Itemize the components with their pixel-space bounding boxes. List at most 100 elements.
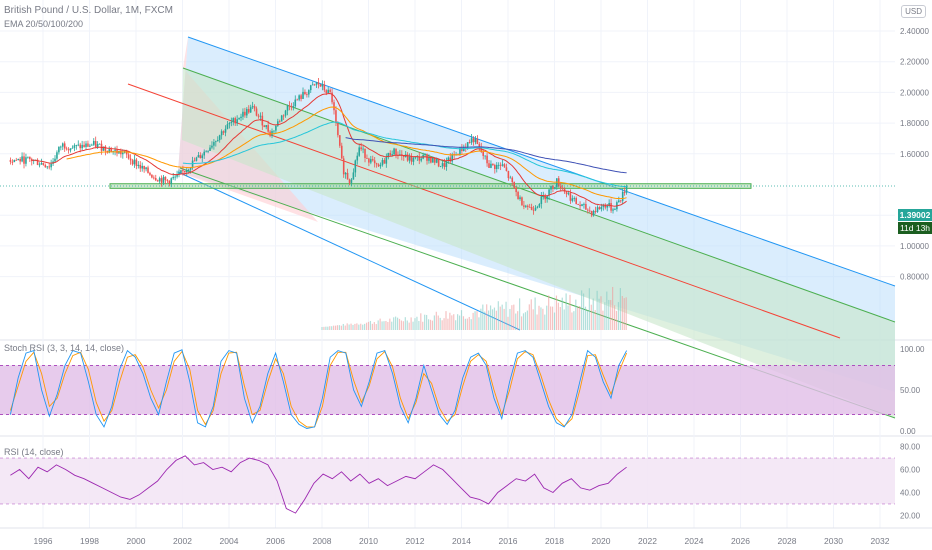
- candle-body: [79, 144, 81, 149]
- ema-200-line: [345, 137, 627, 174]
- x-axis-label: 2010: [359, 536, 378, 546]
- candle-body: [228, 123, 231, 125]
- volume-bar: [342, 323, 344, 330]
- candle-body: [381, 160, 384, 165]
- volume-bar: [557, 302, 559, 330]
- candle-body: [170, 178, 173, 184]
- volume-bar: [346, 323, 348, 330]
- candle-body: [247, 109, 250, 113]
- candle-body: [17, 159, 19, 161]
- volume-bar: [373, 322, 375, 330]
- volume-bar: [404, 317, 406, 330]
- rsi-label[interactable]: RSI (14, close): [4, 447, 64, 457]
- candle-body: [27, 156, 29, 158]
- y-axis-label: 1.80000: [900, 119, 929, 128]
- candle-body: [346, 172, 349, 180]
- candle-body: [575, 198, 577, 204]
- candle-body: [563, 188, 566, 192]
- volume-bar: [615, 310, 618, 330]
- candle-body: [284, 110, 287, 116]
- candle-body: [567, 193, 570, 195]
- candle-body: [596, 207, 599, 212]
- candle-body: [565, 191, 568, 195]
- volume-bar: [484, 311, 486, 330]
- rsi-axis-label: 80.00: [900, 443, 921, 452]
- candle-body: [371, 159, 374, 161]
- pitchfork-inner-fill: [182, 68, 895, 418]
- candle-body: [15, 160, 18, 161]
- candle-body: [393, 148, 395, 155]
- candle-body: [176, 174, 178, 177]
- candle-body: [379, 164, 382, 167]
- pitchfork-median-line: [127, 83, 841, 339]
- volume-bar: [565, 293, 567, 330]
- candle-body: [290, 106, 293, 108]
- candle-body: [87, 143, 89, 147]
- volume-bar: [625, 297, 627, 330]
- volume-bar: [528, 304, 530, 330]
- candle-body: [104, 146, 107, 151]
- volume-bar: [437, 315, 439, 330]
- volume-bar: [383, 321, 385, 330]
- volume-bar: [584, 306, 587, 330]
- ema-indicator-label[interactable]: EMA 20/50/100/200: [4, 19, 84, 29]
- candle-body: [526, 205, 529, 207]
- volume-bar: [410, 317, 412, 330]
- volume-bar: [606, 291, 608, 330]
- volume-bar: [466, 318, 468, 330]
- candle-body: [63, 143, 66, 149]
- candle-body: [251, 106, 254, 108]
- candle-body: [354, 160, 357, 173]
- candle-body: [437, 158, 440, 167]
- candle-body: [561, 188, 564, 190]
- x-axis-label: 2006: [266, 536, 285, 546]
- candle-body: [92, 140, 95, 145]
- volume-bar: [426, 314, 428, 330]
- x-axis-label: 2000: [127, 536, 146, 546]
- volume-bar: [590, 304, 592, 330]
- volume-bar: [427, 319, 430, 330]
- volume-bar: [524, 312, 527, 330]
- volume-bar: [511, 305, 513, 330]
- candle-body: [532, 209, 535, 211]
- candle-body: [478, 144, 481, 147]
- candle-body: [209, 147, 211, 151]
- y-axis-label: 1.00000: [900, 242, 929, 251]
- candle-body: [73, 145, 76, 148]
- candle-body: [296, 99, 298, 101]
- volume-bar: [365, 322, 368, 330]
- candle-body: [606, 205, 608, 208]
- candle-body: [50, 163, 52, 168]
- x-axis-label: 2002: [173, 536, 192, 546]
- candle-body: [56, 152, 58, 159]
- volume-bar: [505, 301, 507, 330]
- candle-body: [542, 195, 545, 197]
- candle-body: [503, 164, 506, 168]
- volume-bar: [433, 315, 435, 330]
- ema-50-line: [66, 106, 627, 200]
- volume-bar: [462, 316, 465, 330]
- candle-body: [311, 84, 314, 86]
- candle-body: [433, 157, 436, 163]
- candle-body: [337, 122, 339, 136]
- stoch-rsi-label[interactable]: Stoch RSI (3, 3, 14, 14, close): [4, 343, 125, 353]
- candle-body: [329, 89, 331, 93]
- volume-bar: [393, 317, 395, 330]
- currency-badge[interactable]: USD: [901, 5, 926, 18]
- candle-body: [222, 131, 225, 133]
- candle-body: [166, 180, 169, 181]
- candle-body: [195, 157, 198, 161]
- candle-body: [577, 203, 579, 205]
- stoch-d-line: [9, 350, 628, 428]
- candle-body: [151, 174, 153, 178]
- candle-body: [391, 154, 393, 156]
- x-axis-label: 2022: [638, 536, 657, 546]
- candle-body: [412, 157, 415, 162]
- candle-body: [306, 94, 308, 95]
- volume-bar: [613, 305, 616, 330]
- candle-body: [156, 180, 159, 182]
- volume-bar: [474, 311, 476, 330]
- candle-body: [273, 130, 275, 132]
- candle-body: [98, 143, 101, 145]
